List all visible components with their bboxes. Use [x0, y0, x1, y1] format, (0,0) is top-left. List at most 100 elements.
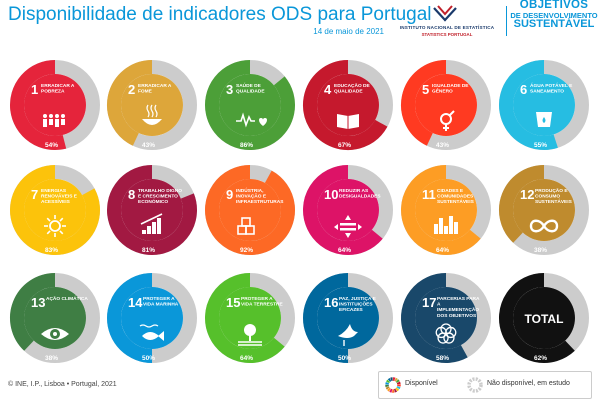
goal-label: ERRADICAR A POBREZA — [41, 83, 75, 95]
value-label: 83% — [45, 247, 58, 254]
sdg-brand-line1: OBJETIVOS — [519, 0, 589, 11]
goal-number: 17 — [422, 295, 436, 310]
goal-tile — [24, 287, 86, 349]
available-arc — [205, 165, 295, 255]
wheel-segment — [389, 388, 393, 393]
goal-number: 3 — [226, 82, 233, 97]
goal-tile — [24, 74, 86, 136]
goal-tile — [513, 287, 575, 349]
goal-donut: 1 ERRADICAR A POBREZA 54% — [10, 60, 100, 150]
available-arc — [205, 273, 285, 363]
goal-donut: 16 PAZ, JUSTIÇA E INSTITUIÇÕES EFICAZES 50% — [303, 273, 393, 363]
available-arc — [107, 165, 197, 255]
goal-tile — [317, 287, 379, 349]
goal-tile — [513, 74, 575, 136]
goal-label: REDUZIR AS DESIGUALDADES — [339, 188, 381, 200]
goal-label: TOTAL — [525, 312, 564, 326]
legend-available: Disponível — [405, 380, 438, 387]
goal-tile — [317, 74, 379, 136]
bowl-icon — [142, 104, 162, 125]
tree-icon — [238, 324, 262, 346]
goal-donut: TOTAL 62% — [499, 273, 589, 363]
value-label: 64% — [436, 247, 449, 254]
page-title: Disponibilidade de indicadores ODS para … — [8, 4, 432, 25]
goal-tile — [121, 287, 183, 349]
goal-donut: 3 SAÚDE DE QUALIDADE 86% — [205, 60, 295, 150]
goal-label: CIDADES E COMUNIDADES SUSTENTÁVEIS — [437, 188, 475, 205]
city-icon — [434, 216, 458, 234]
goal-label: AÇÃO CLIMÁTICA — [46, 295, 88, 302]
value-label: 58% — [436, 355, 449, 362]
goal-donut: 12 PRODUÇÃO E CONSUMO SUSTENTÁVEIS 38% — [499, 165, 589, 255]
book-icon — [337, 114, 359, 129]
available-arc — [499, 273, 575, 363]
goal-number: 14 — [128, 295, 143, 310]
water-icon — [536, 112, 552, 127]
goal-number: 13 — [31, 295, 45, 310]
goal-label: IGUALDADE DE GÉNERO — [432, 83, 469, 95]
goal-tile — [415, 179, 477, 241]
goal-number: 6 — [520, 82, 527, 97]
wheel-segment — [396, 381, 401, 385]
wheel-segment — [387, 377, 392, 382]
goal-label: INDÚSTRIA, INOVAÇÃO E INFRAESTRUTURAS — [236, 187, 284, 205]
date-label: 14 de maio de 2021 — [313, 27, 384, 36]
wheel-segment — [393, 388, 398, 393]
available-arc — [107, 273, 153, 363]
value-label: 81% — [142, 247, 155, 254]
infinity-icon — [529, 219, 559, 233]
value-label: 64% — [240, 355, 253, 362]
ine-name: INSTITUTO NACIONAL DE ESTATÍSTICA — [399, 25, 495, 30]
goal-donut: 14 PROTEGER A VIDA MARINHA 50% — [107, 273, 197, 363]
goal-donut: 9 INDÚSTRIA, INOVAÇÃO E INFRAESTRUTURAS 92% — [205, 165, 295, 255]
available-arc — [401, 60, 447, 146]
value-label: 67% — [338, 142, 351, 149]
goal-number: 12 — [520, 187, 534, 202]
available-arc — [10, 165, 100, 255]
goal-tile — [415, 74, 477, 136]
goal-label: TRABALHO DIGNO E CRESCIMENTO ECONÓMICO — [138, 188, 182, 205]
goal-tile — [24, 179, 86, 241]
goal-number: 2 — [128, 82, 135, 97]
value-label: 50% — [338, 355, 351, 362]
dove-icon — [338, 324, 358, 346]
goal-donut: 6 ÁGUA POTÁVEL E SANEAMENTO 55% — [499, 60, 589, 150]
sdg-wheel-icon — [385, 377, 401, 393]
sdg-brand-line3: SUSTENTÁVEL — [513, 18, 595, 30]
available-arc — [499, 165, 545, 243]
available-arc — [303, 273, 349, 363]
eye-globe-icon — [41, 328, 69, 340]
value-label: 43% — [142, 142, 155, 149]
goal-donut: 5 IGUALDADE DE GÉNERO 43% — [401, 60, 491, 150]
goal-number: 16 — [324, 295, 338, 310]
value-label: 86% — [240, 142, 253, 149]
goal-tile — [219, 179, 281, 241]
goal-donut: 13 AÇÃO CLIMÁTICA 38% — [10, 273, 100, 363]
goal-number: 4 — [324, 82, 332, 97]
goal-donut: 8 TRABALHO DIGNO E CRESCIMENTO ECONÓMICO 81% — [107, 165, 197, 255]
goal-number: 5 — [422, 82, 429, 97]
header-divider — [506, 6, 507, 36]
goal-tile — [219, 287, 281, 349]
value-label: 92% — [240, 247, 253, 254]
goal-label: ENERGIAS RENOVÁVEIS E ACESSÍVEIS — [41, 188, 78, 205]
value-label: 50% — [142, 355, 155, 362]
value-label: 62% — [534, 355, 547, 362]
cubes-icon — [237, 217, 255, 235]
goal-tile — [121, 179, 183, 241]
goal-number: 8 — [128, 187, 135, 202]
goal-label: EDUCAÇÃO DE QUALIDADE — [334, 82, 371, 95]
goal-donut: 2 ERRADICAR A FOME 43% — [107, 60, 197, 150]
growth-chart-icon — [140, 213, 163, 234]
goal-label: ERRADICAR A FOME — [138, 83, 172, 95]
goal-tile — [317, 179, 379, 241]
wheel-segment — [394, 377, 398, 382]
equality-icon — [334, 215, 362, 238]
available-arc — [499, 60, 558, 150]
wheel-segment — [386, 379, 390, 384]
available-arc — [205, 60, 295, 150]
wheel-segment — [395, 387, 400, 392]
wheel-segment — [395, 379, 400, 383]
value-label: 64% — [338, 247, 351, 254]
